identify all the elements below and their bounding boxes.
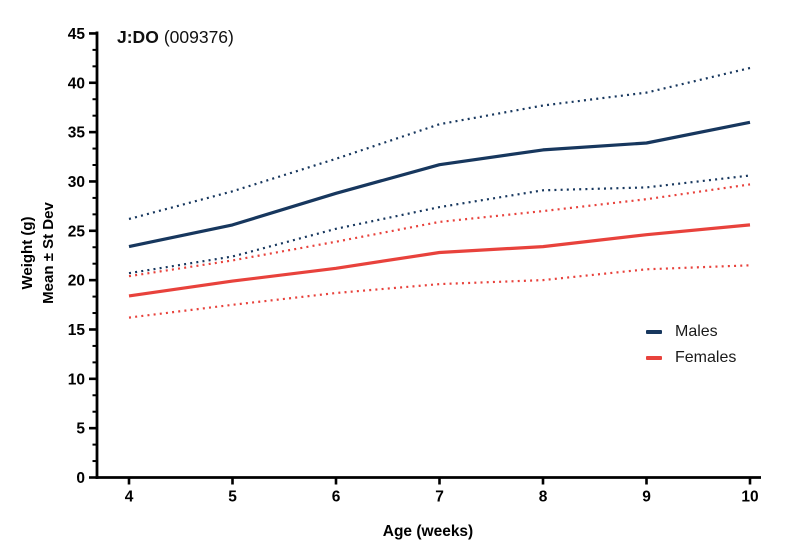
males-mean-minus-sd-line [128, 174, 751, 275]
y-tick-label: 15 [68, 322, 86, 339]
y-tick-label: 45 [68, 26, 86, 43]
x-tick-label: 7 [435, 489, 444, 506]
y-tick-label: 10 [68, 371, 85, 388]
y-axis-label-line1: Weight (g) [19, 216, 36, 290]
y-tick-label: 35 [68, 125, 86, 142]
chart-title-stock: (009376) [163, 27, 234, 47]
males-mean-plus-sd-line [128, 66, 751, 221]
y-tick-label: 30 [68, 174, 85, 191]
y-tick-label: 20 [68, 273, 85, 290]
x-tick-label: 10 [741, 489, 758, 506]
y-tick-label: 40 [68, 75, 85, 92]
legend: Males Females [646, 319, 736, 371]
females-line-swatch-icon [646, 356, 662, 360]
legend-item-females: Females [646, 345, 736, 371]
legend-label-females: Females [675, 349, 737, 366]
females-mean-line [128, 223, 751, 298]
y-tick-label: 25 [68, 223, 86, 240]
males-mean-line [128, 120, 751, 249]
y-tick-label: 0 [76, 470, 85, 487]
chart-title: J:DO (009376) [117, 27, 234, 48]
females-mean-minus-sd-line [128, 264, 751, 319]
males-line-swatch-icon [646, 330, 662, 334]
x-axis-label: Age (weeks) [382, 523, 474, 540]
legend-item-males: Males [646, 319, 736, 345]
x-tick-label: 6 [332, 489, 341, 506]
y-axis-label-line2: Mean ± St Dev [40, 202, 57, 304]
x-tick-label: 4 [125, 489, 134, 506]
chart-title-strain: J:DO [117, 27, 159, 47]
x-tick-label: 5 [228, 489, 237, 506]
x-tick-label: 9 [642, 489, 651, 506]
females-mean-plus-sd-line [128, 183, 751, 278]
y-axis-label: Weight (g) Mean ± St Dev [17, 153, 61, 353]
legend-label-males: Males [675, 323, 718, 340]
y-tick-label: 5 [76, 421, 85, 438]
x-tick-label: 8 [539, 489, 548, 506]
